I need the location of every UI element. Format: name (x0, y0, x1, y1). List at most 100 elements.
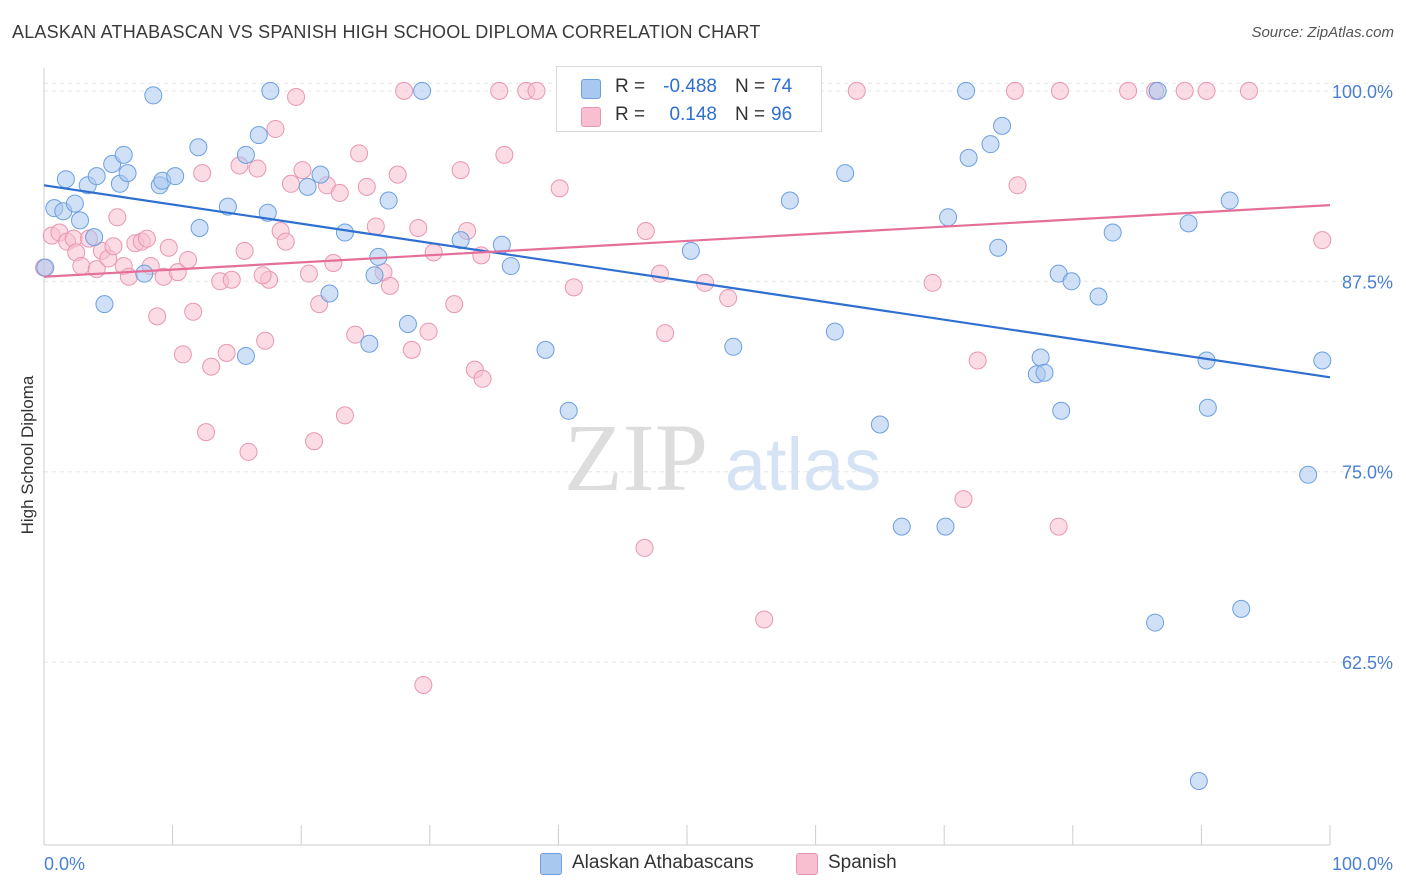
spanish-point (293, 161, 312, 180)
bottom-legend-label: Spanish (828, 852, 897, 873)
bottom-legend-swatch-blue (540, 853, 562, 875)
spanish-point (1008, 176, 1027, 195)
spanish-point (1239, 81, 1258, 100)
spanish-point (72, 257, 91, 276)
athabascan-point (190, 218, 209, 237)
bottom-legend-label: Alaskan Athabascans (572, 852, 754, 873)
axes (43, 68, 1331, 846)
athabascan-point (959, 148, 978, 167)
athabascan-point (1189, 772, 1208, 791)
spanish-trend-line (43, 204, 1331, 278)
athabascan-point (501, 257, 520, 276)
athabascan-point (451, 231, 470, 250)
spanish-point (954, 490, 973, 509)
athabascan-point (398, 314, 417, 333)
x-tick-labels: 0.0% 100.0% (44, 854, 1393, 874)
spanish-point (419, 322, 438, 341)
spanish-point (451, 161, 470, 180)
athabascan-point (1031, 348, 1050, 367)
athabascan-point (870, 415, 889, 434)
spanish-point (1175, 81, 1194, 100)
spanish-point (1049, 517, 1068, 536)
spanish-point (299, 264, 318, 283)
athabascan-point (1220, 191, 1239, 210)
spanish-point (222, 270, 241, 289)
legend-swatch-blue (581, 79, 601, 99)
spanish-point (184, 302, 203, 321)
spanish-point (527, 81, 546, 100)
spanish-point (281, 174, 300, 193)
legend-r-label: R = (615, 76, 646, 97)
spanish-point (650, 264, 669, 283)
spanish-point (1119, 81, 1138, 100)
spanish-point (357, 177, 376, 196)
athabascan-point (236, 145, 255, 164)
athabascan-point (724, 337, 743, 356)
athabascan-point (189, 138, 208, 157)
spanish-point (923, 273, 942, 292)
spanish-point (388, 165, 407, 184)
athabascan-point (559, 401, 578, 420)
spanish-point (1005, 81, 1024, 100)
athabascan-point (261, 81, 280, 100)
athabascan-point (95, 295, 114, 314)
y-tick-label: 87.5% (1342, 272, 1393, 292)
athabascan-point (981, 135, 1000, 154)
athabascan-point (993, 116, 1012, 135)
athabascan-point (218, 197, 237, 216)
spanish-point (414, 676, 433, 695)
spanish-point (656, 324, 675, 343)
spanish-point (636, 222, 655, 241)
spanish-point (159, 238, 178, 257)
legend-row-spanish: R = 0.148 N = 96 (557, 100, 821, 130)
spanish-point (202, 357, 221, 376)
spanish-point (395, 81, 414, 100)
athabascan-point (1179, 214, 1198, 233)
spanish-point (173, 345, 192, 364)
watermark: ZIP atlas (564, 404, 881, 511)
spanish-point (148, 307, 167, 326)
spanish-point (424, 243, 443, 262)
athabascan-point (236, 346, 255, 365)
spanish-point (253, 266, 272, 285)
legend-n-label: N = (735, 76, 766, 97)
athabascan-point (1148, 81, 1167, 100)
spanish-point (968, 351, 987, 370)
spanish-point (635, 538, 654, 557)
watermark-zip: ZIP (564, 404, 708, 511)
spanish-point (324, 254, 343, 273)
legend-swatch-pink (581, 107, 601, 127)
athabascan-point (1035, 363, 1054, 382)
spanish-point (239, 442, 258, 461)
legend-n-value: 96 (771, 104, 793, 125)
athabascan-point (957, 81, 976, 100)
spanish-point (104, 237, 123, 256)
athabascan-point (71, 211, 90, 230)
athabascan-point (335, 223, 354, 242)
spanish-point (350, 144, 369, 163)
athabascan-point (780, 191, 799, 210)
athabascan-point (892, 517, 911, 536)
x-tick-label: 0.0% (44, 854, 85, 874)
spanish-point (168, 263, 187, 282)
y-tick-label: 75.0% (1342, 463, 1393, 483)
spanish-point (564, 278, 583, 297)
athabascan-point (413, 81, 432, 100)
spanish-point (305, 432, 324, 451)
athabascan-point (360, 334, 379, 353)
correlation-legend: R = -0.488 N = 74 R = 0.148 N = 96 (556, 66, 822, 132)
legend-n-value: 74 (771, 76, 793, 97)
athabascan-point (1232, 599, 1251, 618)
spanish-point (235, 241, 254, 260)
athabascan-point (1146, 613, 1165, 632)
spanish-point (490, 81, 509, 100)
athabascan-point (1089, 287, 1108, 306)
watermark-atlas: atlas (725, 423, 881, 506)
athabascan-point (65, 194, 84, 213)
spanish-points (35, 81, 1332, 695)
athabascan-points (36, 81, 1332, 791)
athabascan-point (1062, 272, 1081, 291)
athabascan-point (989, 238, 1008, 257)
y-axis-title: High School Diploma (18, 375, 37, 535)
